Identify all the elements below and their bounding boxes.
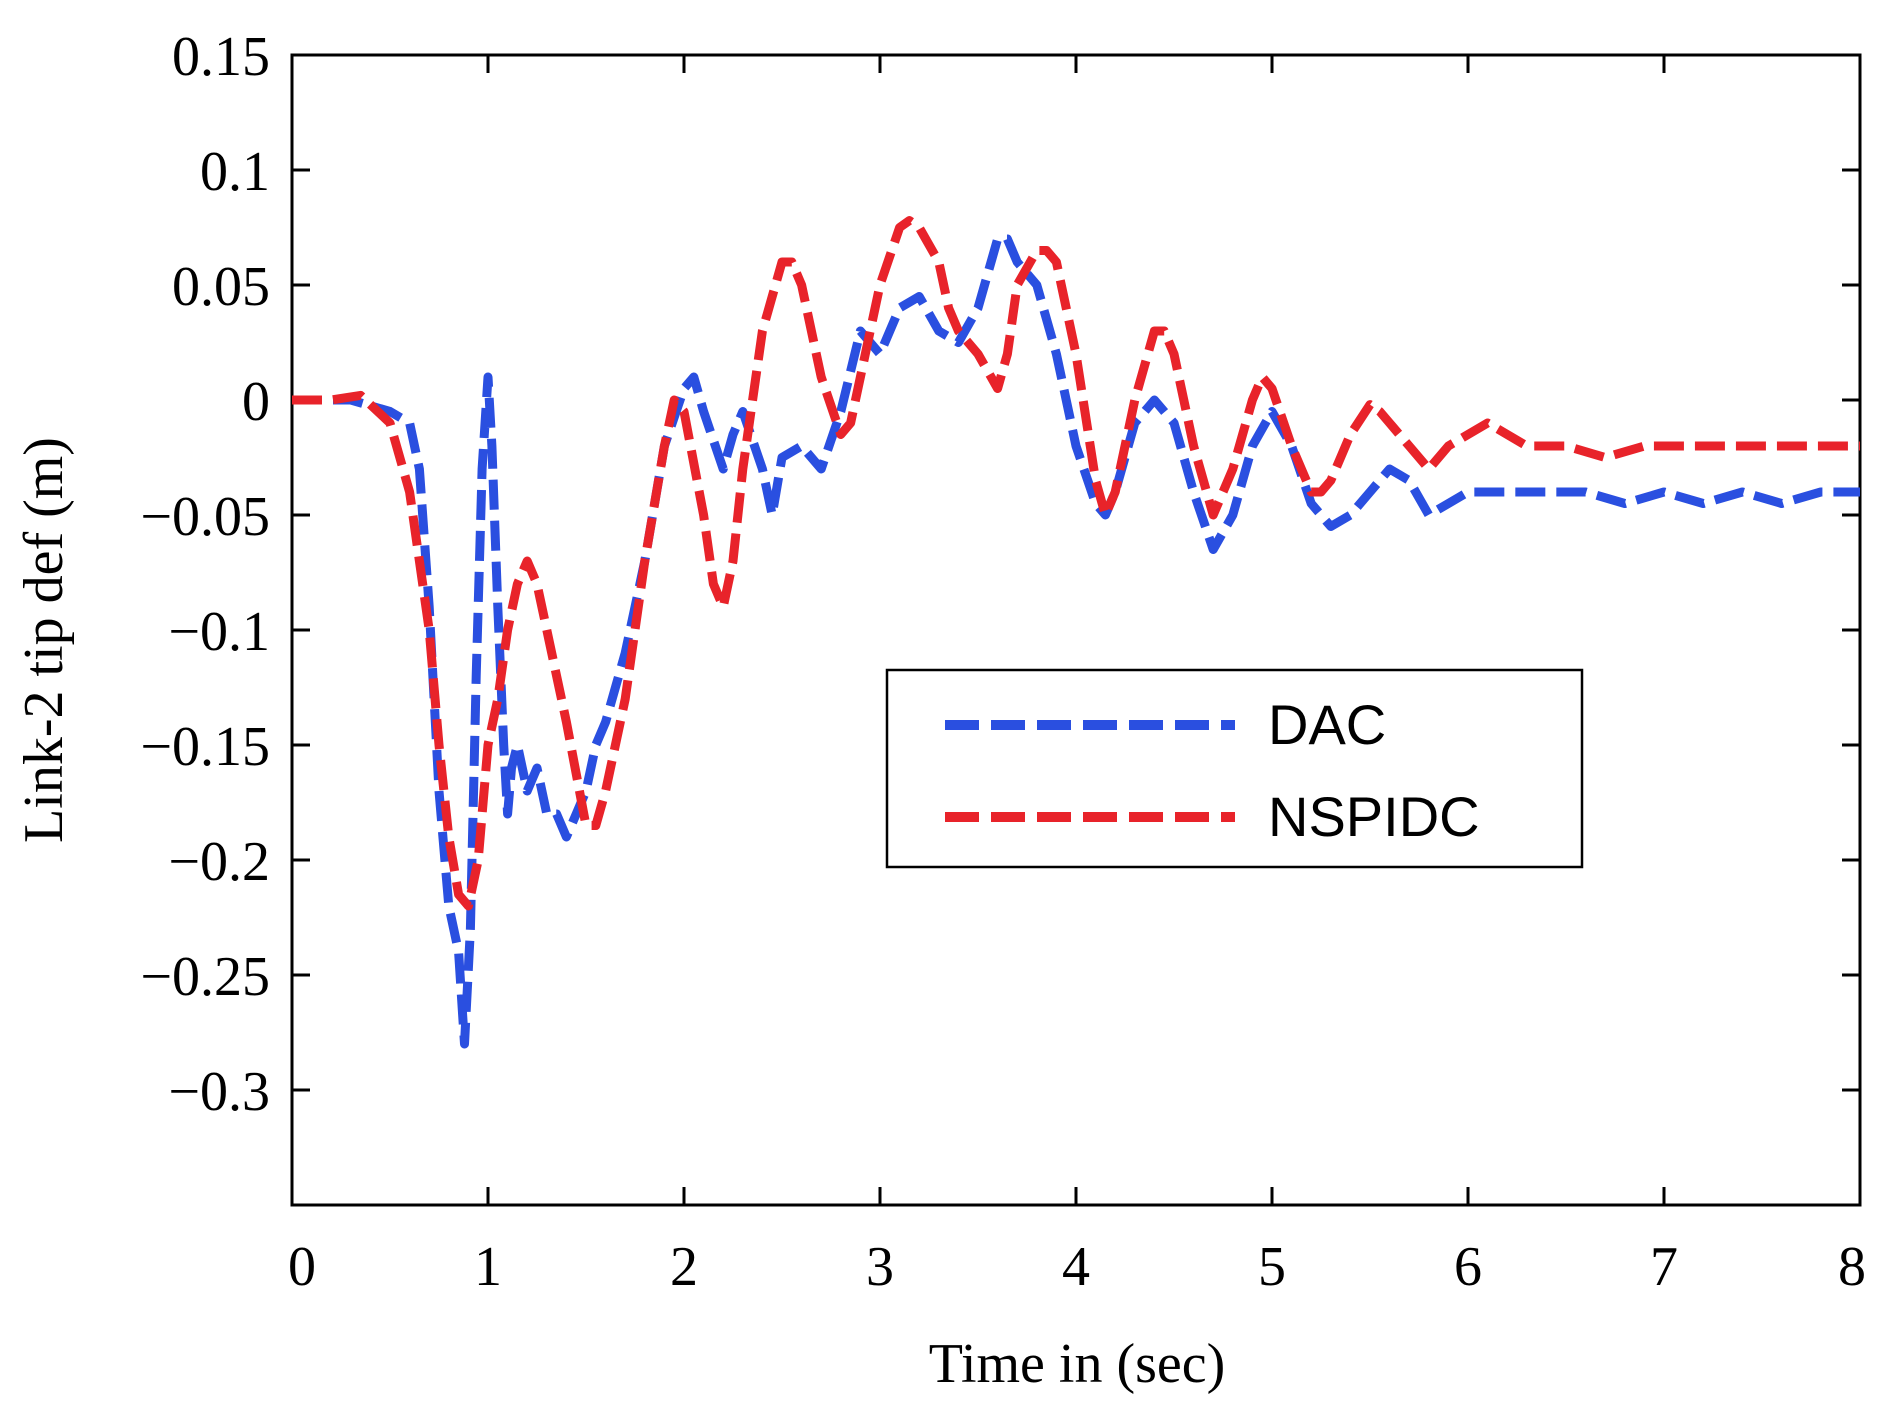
x-tick-label: 3 <box>866 1236 894 1298</box>
plot-area <box>290 53 1862 1207</box>
x-tick-label: 2 <box>670 1236 698 1298</box>
x-tick-label: 7 <box>1650 1236 1678 1298</box>
y-tick-label: 0.15 <box>172 26 270 88</box>
legend-label-dac: DAC <box>1268 693 1386 756</box>
x-tick-label: 1 <box>474 1236 502 1298</box>
series-layer <box>292 216 1860 1049</box>
series-line-nspidc <box>292 216 1860 911</box>
plot-border <box>290 53 1862 1207</box>
x-tick-label: 8 <box>1838 1236 1866 1298</box>
y-axis-title: Link-2 tip def (m) <box>13 437 75 843</box>
y-tick-label: −0.25 <box>140 946 270 1008</box>
y-tick-label: −0.1 <box>168 601 270 663</box>
y-tick-label: −0.3 <box>168 1061 270 1123</box>
y-tick-label: −0.05 <box>140 486 270 548</box>
y-axis: 0.15 0.1 0.05 0 −0.05 −0.1 −0.15 −0.2 −0.25 −0.3 <box>140 26 1860 1123</box>
legend-label-nspidc: NSPIDC <box>1268 785 1480 848</box>
y-tick-label: 0.05 <box>172 256 270 318</box>
x-tick-label: 6 <box>1454 1236 1482 1298</box>
legend: DAC NSPIDC <box>885 668 1584 869</box>
series-line-dac <box>292 234 1860 1049</box>
y-tick-label: 0 <box>242 371 270 433</box>
y-tick-label: −0.2 <box>168 831 270 893</box>
x-tick-label: 0 <box>288 1236 316 1298</box>
legend-box <box>885 668 1584 869</box>
x-axis: 0 1 2 3 4 5 6 7 8 <box>288 55 1866 1298</box>
x-tick-label: 4 <box>1062 1236 1090 1298</box>
y-tick-label: −0.15 <box>140 716 270 778</box>
y-tick-label: 0.1 <box>200 141 270 203</box>
x-axis-title: Time in (sec) <box>929 1333 1226 1395</box>
x-tick-label: 5 <box>1258 1236 1286 1298</box>
